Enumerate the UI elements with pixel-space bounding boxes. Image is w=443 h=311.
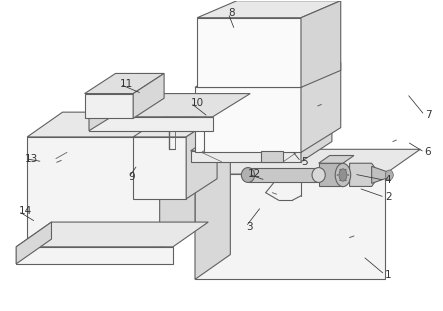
Ellipse shape — [339, 179, 342, 181]
Polygon shape — [350, 163, 381, 187]
Text: 10: 10 — [190, 98, 204, 108]
Ellipse shape — [335, 163, 351, 187]
Ellipse shape — [312, 168, 325, 183]
Polygon shape — [133, 73, 164, 118]
Polygon shape — [133, 137, 186, 199]
Polygon shape — [133, 117, 217, 137]
Polygon shape — [89, 94, 127, 131]
Ellipse shape — [339, 169, 347, 181]
Text: 13: 13 — [25, 154, 38, 164]
Text: 4: 4 — [385, 175, 392, 185]
Text: 6: 6 — [425, 147, 431, 157]
Polygon shape — [319, 163, 343, 187]
Polygon shape — [85, 73, 164, 94]
Text: 2: 2 — [385, 192, 392, 202]
Polygon shape — [301, 63, 341, 152]
Polygon shape — [301, 131, 332, 162]
Ellipse shape — [241, 168, 255, 183]
Ellipse shape — [345, 169, 347, 170]
Polygon shape — [85, 94, 133, 118]
Text: 14: 14 — [18, 206, 31, 216]
Text: 7: 7 — [425, 110, 431, 120]
Text: 12: 12 — [248, 169, 261, 179]
Polygon shape — [195, 149, 420, 174]
Text: 5: 5 — [301, 157, 307, 167]
Text: 8: 8 — [228, 8, 235, 18]
Polygon shape — [27, 137, 159, 248]
Polygon shape — [248, 168, 319, 182]
Polygon shape — [195, 87, 301, 152]
Ellipse shape — [345, 179, 347, 181]
Polygon shape — [197, 18, 301, 87]
Polygon shape — [190, 151, 301, 162]
Polygon shape — [16, 222, 208, 247]
Polygon shape — [372, 166, 392, 183]
Polygon shape — [16, 247, 173, 264]
Polygon shape — [89, 117, 213, 131]
Polygon shape — [190, 131, 332, 151]
Text: 11: 11 — [120, 79, 133, 89]
Text: 9: 9 — [129, 172, 136, 182]
Ellipse shape — [347, 174, 350, 176]
Text: 1: 1 — [385, 270, 392, 280]
Polygon shape — [89, 94, 250, 117]
Polygon shape — [16, 222, 51, 264]
Polygon shape — [195, 174, 385, 279]
Polygon shape — [195, 63, 341, 87]
Ellipse shape — [339, 169, 342, 170]
Polygon shape — [186, 117, 217, 199]
Polygon shape — [159, 112, 195, 248]
Polygon shape — [261, 151, 284, 162]
Ellipse shape — [385, 170, 393, 180]
Polygon shape — [197, 1, 341, 18]
Text: 3: 3 — [246, 222, 253, 232]
Polygon shape — [319, 156, 354, 163]
Polygon shape — [27, 112, 195, 137]
Polygon shape — [301, 1, 341, 87]
Ellipse shape — [337, 174, 339, 176]
Polygon shape — [195, 149, 230, 279]
